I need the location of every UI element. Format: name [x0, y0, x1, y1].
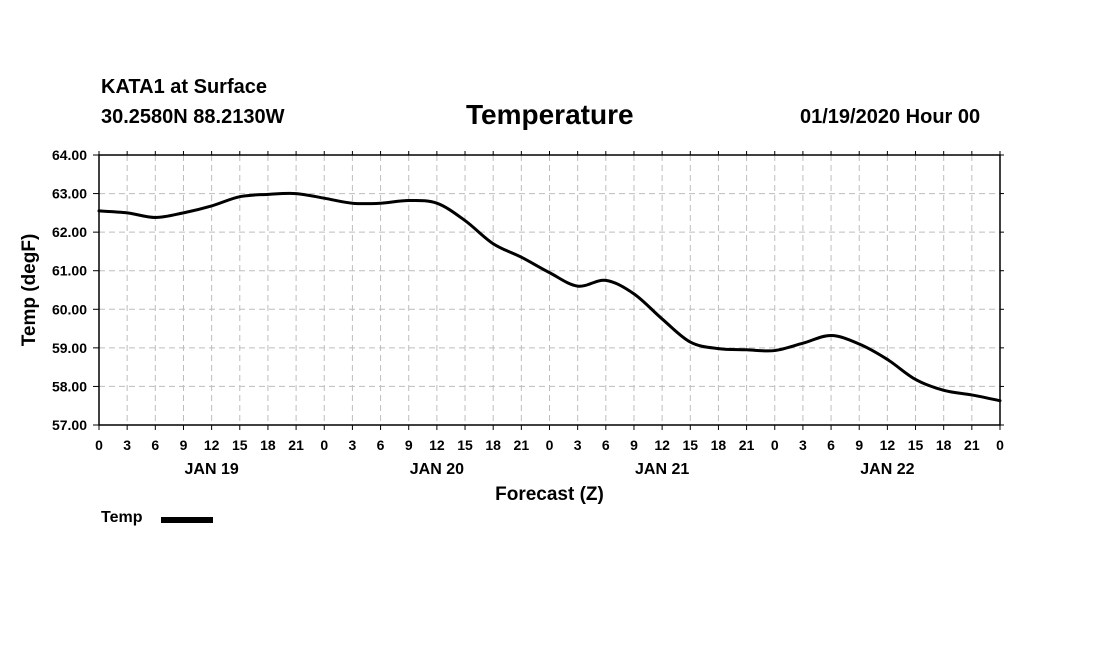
day-label: JAN 20	[410, 461, 464, 478]
x-tick-label: 15	[682, 437, 698, 453]
x-tick-label: 9	[630, 437, 638, 453]
x-tick-label: 12	[204, 437, 220, 453]
plot-frame	[98, 154, 1001, 426]
y-tick-label: 59.00	[52, 340, 87, 356]
x-tick-label: 15	[908, 437, 924, 453]
day-label: JAN 22	[860, 461, 914, 478]
y-axis-title: Temp (degF)	[19, 234, 40, 347]
x-tick-label: 21	[964, 437, 980, 453]
y-tick-label: 61.00	[52, 263, 87, 279]
day-label: JAN 19	[185, 461, 239, 478]
day-label: JAN 21	[635, 461, 689, 478]
x-tick-label: 18	[711, 437, 727, 453]
x-tick-label: 3	[799, 437, 807, 453]
x-tick-label: 0	[546, 437, 554, 453]
y-tick-label: 62.00	[52, 224, 87, 240]
x-tick-label: 12	[429, 437, 445, 453]
temp-series-line	[97, 191, 1002, 403]
legend-label: Temp	[101, 509, 143, 526]
x-tick-label: 21	[514, 437, 530, 453]
x-tick-label: 18	[936, 437, 952, 453]
x-tick-label: 12	[654, 437, 670, 453]
x-axis-title: Forecast (Z)	[495, 484, 604, 505]
x-tick-label: 6	[151, 437, 159, 453]
y-tick-label: 58.00	[52, 378, 87, 394]
x-tick-label: 0	[996, 437, 1004, 453]
x-tick-label: 3	[123, 437, 131, 453]
x-tick-label: 0	[320, 437, 328, 453]
x-tick-label: 9	[180, 437, 188, 453]
chart-title: Temperature	[466, 99, 634, 130]
x-tick-label: 0	[95, 437, 103, 453]
x-tick-label: 15	[457, 437, 473, 453]
x-tick-label: 18	[260, 437, 276, 453]
y-tick-label: 60.00	[52, 301, 87, 317]
x-tick-label: 21	[288, 437, 304, 453]
forecast-datetime: 01/19/2020 Hour 00	[800, 106, 981, 128]
y-tick-label: 63.00	[52, 186, 87, 202]
x-tick-label: 6	[377, 437, 385, 453]
x-tick-label: 18	[485, 437, 501, 453]
coordinates-label: 30.2580N 88.2130W	[101, 106, 285, 128]
legend-swatch	[161, 517, 213, 523]
x-tick-label: 21	[739, 437, 755, 453]
y-tick-label: 64.00	[52, 147, 87, 163]
x-tick-label: 0	[771, 437, 779, 453]
x-tick-label: 12	[880, 437, 896, 453]
x-tick-label: 6	[827, 437, 835, 453]
x-tick-label: 9	[405, 437, 413, 453]
x-tick-label: 15	[232, 437, 248, 453]
x-tick-label: 6	[602, 437, 610, 453]
station-label: KATA1 at Surface	[101, 76, 267, 98]
y-tick-label: 57.00	[52, 417, 87, 433]
x-tick-label: 9	[855, 437, 863, 453]
x-tick-label: 3	[574, 437, 582, 453]
x-tick-label: 3	[349, 437, 357, 453]
